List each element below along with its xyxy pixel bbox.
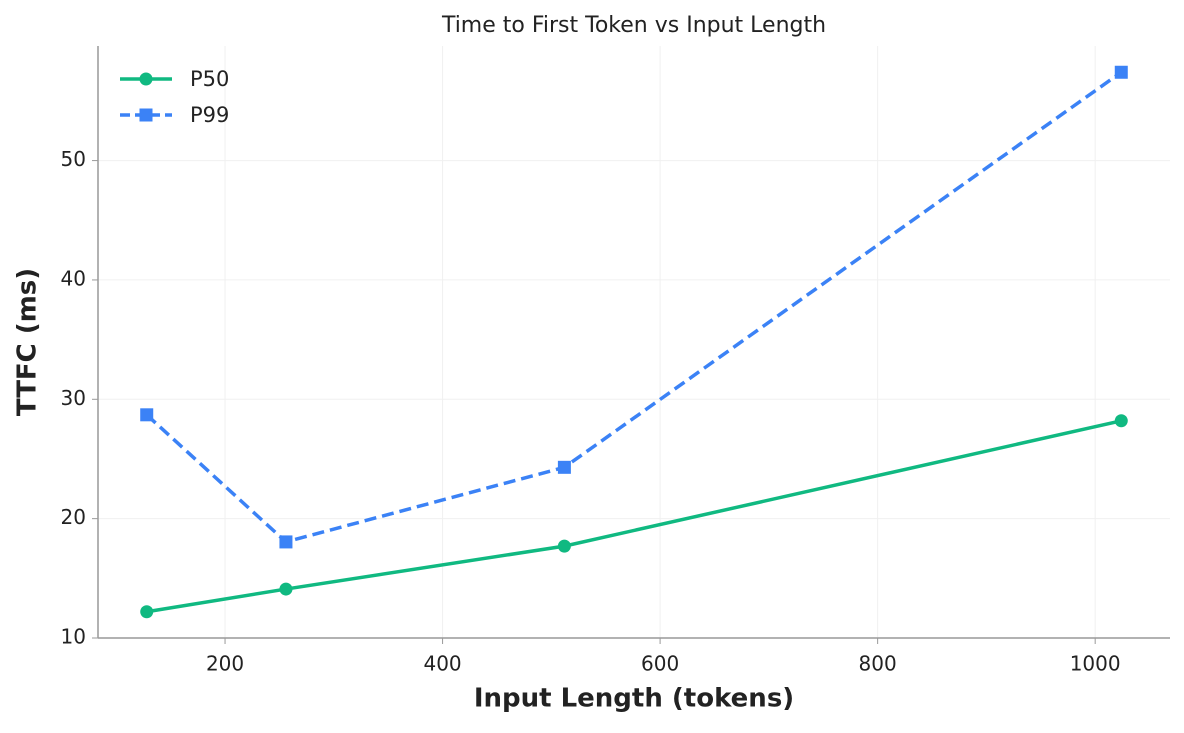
marker	[279, 582, 293, 596]
x-tick-label: 200	[206, 652, 244, 676]
legend-label: P99	[190, 103, 229, 127]
marker	[279, 535, 293, 549]
y-axis-label: TTFC (ms)	[13, 268, 43, 416]
x-tick-label: 800	[859, 652, 897, 676]
marker	[140, 408, 154, 422]
marker	[1114, 414, 1128, 428]
series-line	[146, 419, 1122, 614]
x-tick-label: 600	[641, 652, 679, 676]
marker	[557, 460, 571, 474]
y-tick-label: 30	[61, 386, 86, 410]
legend-marker	[139, 72, 153, 86]
y-tick-label: 20	[61, 505, 86, 529]
marker	[1114, 65, 1128, 79]
legend-marker	[139, 108, 153, 122]
chart-title: Time to First Token vs Input Length	[441, 13, 826, 38]
marker	[140, 605, 154, 619]
x-tick-label: 400	[423, 652, 461, 676]
x-axis-label: Input Length (tokens)	[474, 684, 794, 714]
x-tick-label: 1000	[1070, 652, 1121, 676]
y-tick-label: 50	[61, 147, 86, 171]
series-line	[145, 70, 1123, 544]
y-tick-label: 40	[61, 266, 86, 290]
legend-label: P50	[190, 67, 229, 91]
marker	[557, 539, 571, 553]
y-tick-label: 10	[61, 625, 86, 649]
